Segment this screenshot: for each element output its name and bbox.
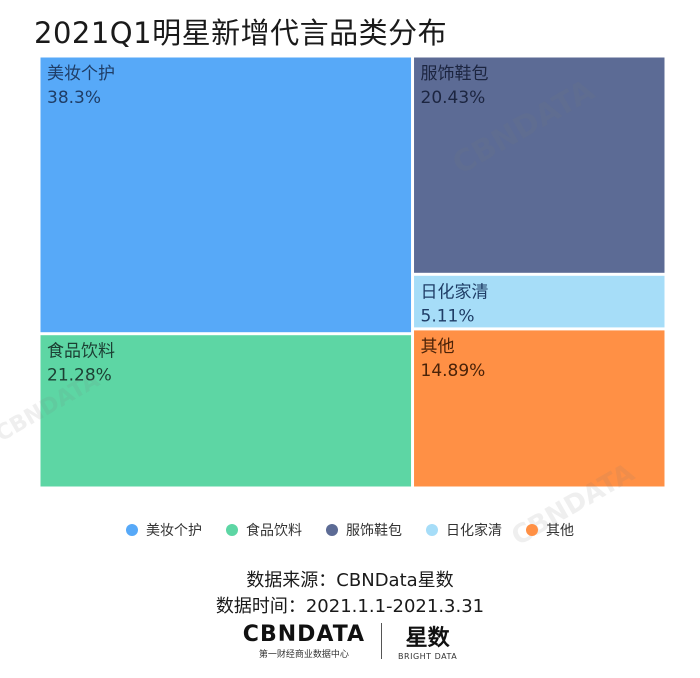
legend-marker xyxy=(526,524,538,536)
legend-item-other[interactable]: 其他 xyxy=(526,520,574,540)
treemap-tile-name: 其他 xyxy=(421,337,455,357)
treemap-tile[interactable]: 服饰鞋包 20.43% xyxy=(414,57,665,273)
treemap-tile-name: 日化家清 xyxy=(421,282,489,302)
treemap-tile-name: 食品饮料 xyxy=(47,342,115,362)
treemap-tile-rect[interactable] xyxy=(40,335,412,487)
treemap-tile-rect[interactable] xyxy=(414,57,665,273)
cbndata-logo-subtitle: 第一财经商业数据中心 xyxy=(258,649,349,660)
legend-label: 服饰鞋包 xyxy=(346,523,402,539)
legend-marker xyxy=(126,524,138,536)
chart-title: 2021Q1明星新增代言品类分布 xyxy=(34,16,448,50)
legend-item-food[interactable]: 食品饮料 xyxy=(226,520,302,540)
legend-item-beauty[interactable]: 美妆个护 xyxy=(126,520,202,540)
treemap-tile-rect[interactable] xyxy=(40,57,412,333)
chart-legend: 美妆个护 食品饮料 服饰鞋包 日化家清 其他 xyxy=(0,520,700,540)
cbndata-logo-text: CBΝDATA xyxy=(242,621,366,647)
legend-label: 美妆个护 xyxy=(146,523,202,539)
treemap-tile-value: 20.43% xyxy=(421,88,486,108)
data-period: 数据时间：2021.1.1-2021.3.31 xyxy=(215,596,485,617)
treemap-tile-value: 21.28% xyxy=(47,366,112,386)
brand-divider xyxy=(381,622,383,659)
treemap-tile-rect[interactable] xyxy=(414,330,665,487)
legend-item-apparel[interactable]: 服饰鞋包 xyxy=(326,520,402,540)
legend-marker xyxy=(326,524,338,536)
treemap-tile-name: 服饰鞋包 xyxy=(421,64,489,84)
brand-footer: CBΝDATA 第一财经商业数据中心 星数 BRIGHT DATA xyxy=(0,620,700,662)
legend-marker xyxy=(426,524,438,536)
treemap-tile[interactable]: 其他 14.89% xyxy=(414,330,665,487)
treemap-tile-value: 14.89% xyxy=(421,361,486,381)
treemap-tile[interactable]: 食品饮料 21.28% xyxy=(40,335,412,487)
bright-data-logo-subtitle: BRIGHT DATA xyxy=(398,652,458,661)
treemap-tile-name: 美妆个护 xyxy=(47,64,115,84)
treemap-tile-value: 38.3% xyxy=(47,88,101,108)
legend-label: 日化家清 xyxy=(446,523,502,539)
bright-data-logo: 星数 BRIGHT DATA xyxy=(398,620,457,661)
treemap-tile[interactable]: 美妆个护 38.3% xyxy=(40,57,412,333)
cbndata-logo: CBΝDATA 第一财经商业数据中心 xyxy=(243,622,365,660)
legend-item-household[interactable]: 日化家清 xyxy=(426,520,502,540)
bright-data-logo-text: 星数 xyxy=(405,626,450,651)
data-source: 数据来源：CBNData星数 xyxy=(246,570,454,591)
treemap-tile-rect[interactable] xyxy=(414,275,665,328)
legend-label: 食品饮料 xyxy=(246,523,302,539)
treemap-tile[interactable]: 日化家清 5.11% xyxy=(414,275,665,328)
legend-label: 其他 xyxy=(546,523,574,539)
legend-marker xyxy=(226,524,238,536)
treemap-tile-value: 5.11% xyxy=(421,306,475,326)
